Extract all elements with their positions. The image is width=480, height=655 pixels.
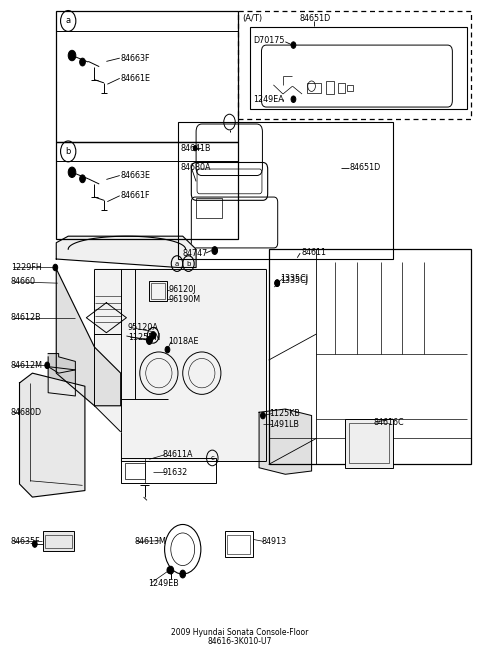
Text: 1125DN: 1125DN bbox=[128, 333, 160, 342]
Polygon shape bbox=[56, 269, 120, 405]
Circle shape bbox=[168, 566, 174, 574]
Text: 1229FH: 1229FH bbox=[11, 263, 42, 272]
Text: 1249EA: 1249EA bbox=[253, 95, 284, 103]
Circle shape bbox=[53, 264, 58, 271]
Text: 1491LB: 1491LB bbox=[270, 420, 300, 428]
Bar bbox=[120, 458, 216, 483]
Bar bbox=[345, 419, 393, 468]
Text: 84680A: 84680A bbox=[180, 163, 211, 172]
Circle shape bbox=[291, 42, 296, 48]
Circle shape bbox=[68, 50, 76, 61]
Text: 84661E: 84661E bbox=[120, 74, 151, 83]
Text: 84641B: 84641B bbox=[180, 143, 211, 153]
Polygon shape bbox=[56, 236, 196, 267]
Text: 1249EB: 1249EB bbox=[148, 578, 179, 588]
Bar bbox=[151, 283, 165, 299]
Bar bbox=[326, 81, 335, 94]
Circle shape bbox=[275, 280, 280, 286]
Bar bbox=[178, 122, 393, 259]
Text: 84612B: 84612B bbox=[11, 313, 42, 322]
Text: 84616-3K010-U7: 84616-3K010-U7 bbox=[208, 637, 272, 646]
Text: a: a bbox=[175, 261, 179, 267]
Bar bbox=[338, 83, 345, 93]
Text: (A/T): (A/T) bbox=[242, 14, 263, 24]
Text: 84612M: 84612M bbox=[11, 361, 43, 370]
Polygon shape bbox=[95, 269, 266, 461]
Text: b: b bbox=[186, 261, 191, 267]
Circle shape bbox=[150, 331, 156, 339]
Text: a: a bbox=[66, 16, 71, 26]
Bar bbox=[238, 11, 471, 119]
Bar bbox=[125, 462, 144, 479]
Text: 84616C: 84616C bbox=[373, 418, 404, 426]
Polygon shape bbox=[48, 367, 75, 396]
Bar bbox=[43, 531, 74, 551]
Text: 84661F: 84661F bbox=[120, 191, 150, 200]
Circle shape bbox=[80, 175, 85, 183]
Text: 84611A: 84611A bbox=[163, 450, 193, 459]
Bar bbox=[250, 28, 467, 109]
Circle shape bbox=[193, 145, 197, 151]
Text: c: c bbox=[210, 455, 214, 461]
Text: 1335CJ: 1335CJ bbox=[281, 276, 309, 285]
Circle shape bbox=[148, 336, 153, 343]
Text: b: b bbox=[65, 147, 71, 156]
Circle shape bbox=[33, 541, 37, 548]
Text: 84635F: 84635F bbox=[11, 537, 40, 546]
Circle shape bbox=[275, 280, 280, 286]
Text: 84611: 84611 bbox=[301, 248, 326, 257]
Circle shape bbox=[80, 58, 85, 66]
Text: 84663F: 84663F bbox=[120, 54, 150, 63]
Text: 84660: 84660 bbox=[11, 277, 36, 286]
Bar bbox=[348, 85, 353, 92]
Text: 84613M: 84613M bbox=[134, 537, 166, 546]
Text: 84680D: 84680D bbox=[11, 408, 42, 417]
Bar bbox=[307, 83, 321, 93]
Text: 84747: 84747 bbox=[183, 249, 208, 257]
Circle shape bbox=[45, 362, 49, 369]
Circle shape bbox=[291, 96, 296, 102]
Bar bbox=[56, 11, 238, 141]
Circle shape bbox=[146, 337, 152, 345]
Bar bbox=[227, 535, 251, 555]
Text: 96190M: 96190M bbox=[168, 295, 201, 304]
Bar bbox=[269, 250, 471, 464]
Text: 1335CJ: 1335CJ bbox=[281, 274, 309, 283]
Bar bbox=[349, 422, 389, 463]
Text: 84651D: 84651D bbox=[300, 14, 331, 24]
Text: 91632: 91632 bbox=[163, 468, 188, 477]
Text: 1018AE: 1018AE bbox=[168, 337, 199, 346]
Circle shape bbox=[165, 346, 170, 353]
Polygon shape bbox=[48, 354, 75, 373]
Text: 95120A: 95120A bbox=[128, 323, 159, 332]
Circle shape bbox=[167, 567, 172, 573]
Circle shape bbox=[212, 247, 217, 254]
Text: 84663E: 84663E bbox=[120, 171, 151, 180]
Polygon shape bbox=[259, 409, 312, 474]
Polygon shape bbox=[20, 373, 85, 497]
Circle shape bbox=[68, 167, 76, 178]
Bar bbox=[45, 535, 72, 548]
Text: 2009 Hyundai Sonata Console-Floor: 2009 Hyundai Sonata Console-Floor bbox=[171, 628, 309, 637]
Circle shape bbox=[261, 412, 265, 419]
Text: D70175: D70175 bbox=[253, 36, 284, 45]
Text: 84651D: 84651D bbox=[350, 163, 381, 172]
Text: 84913: 84913 bbox=[262, 537, 287, 546]
Bar bbox=[196, 198, 222, 218]
Bar bbox=[149, 280, 168, 301]
Text: 96120J: 96120J bbox=[168, 285, 196, 294]
Circle shape bbox=[180, 570, 186, 578]
Bar bbox=[56, 141, 238, 240]
Bar bbox=[225, 531, 253, 557]
Text: 1125KB: 1125KB bbox=[270, 409, 300, 418]
